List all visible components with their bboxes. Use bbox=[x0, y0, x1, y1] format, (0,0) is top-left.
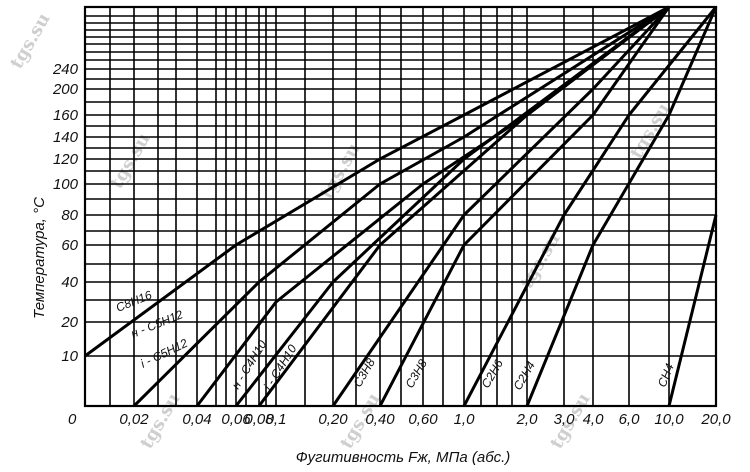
series-line bbox=[331, 5, 671, 407]
y-tick-label: 120 bbox=[53, 151, 79, 168]
x-axis-title: Фугитивность Fж, МПа (абс.) bbox=[296, 449, 511, 466]
y-tick-label: 140 bbox=[53, 129, 79, 146]
x-tick-label: 0,04 bbox=[182, 411, 211, 428]
y-tick-label: 10 bbox=[61, 348, 78, 365]
x-tick-label: 0,60 bbox=[408, 411, 438, 428]
x-tick-label: 0,40 bbox=[365, 411, 395, 428]
x-tick-label: 0 bbox=[68, 411, 77, 428]
series-line bbox=[84, 5, 670, 358]
x-tick-label: 0,06 bbox=[221, 411, 251, 428]
watermark: tgs.su bbox=[106, 130, 154, 193]
series-line bbox=[132, 5, 670, 408]
y-tick-labels: 10 20 40 60 80 100 120 140 160 200 240 bbox=[52, 61, 79, 365]
x-tick-label: 10,0 bbox=[654, 411, 684, 428]
x-tick-label: 0,02 bbox=[119, 411, 149, 428]
y-tick-label: 60 bbox=[61, 237, 78, 254]
x-tick-label: 0,20 bbox=[318, 411, 348, 428]
y-tick-label: 240 bbox=[52, 61, 79, 78]
y-axis-title: Температура, °C bbox=[31, 197, 48, 319]
series-lines bbox=[84, 5, 718, 408]
x-tick-label: 6,0 bbox=[619, 411, 641, 428]
series-line bbox=[462, 6, 718, 407]
y-tick-label: 100 bbox=[53, 176, 79, 193]
x-tick-labels: 0 0,02 0,04 0,060,080,1 0,20 0,40 0,60 1,0 2,0 3,… bbox=[68, 411, 731, 428]
series-label: i - C5H12 bbox=[138, 336, 190, 371]
series-line bbox=[667, 214, 718, 407]
series-line bbox=[525, 6, 718, 407]
plot-frame bbox=[83, 5, 718, 408]
x-tick-label: 3,0 bbox=[554, 411, 576, 428]
series-label: C3H8 bbox=[402, 357, 430, 391]
x-tick-label: 20,0 bbox=[700, 411, 731, 428]
y-tick-label: 20 bbox=[60, 314, 78, 331]
watermark: tgs.su bbox=[6, 10, 54, 73]
series-line bbox=[234, 5, 670, 407]
x-tick-label: 1,0 bbox=[454, 411, 476, 428]
y-tick-label: 160 bbox=[53, 107, 79, 124]
y-tick-label: 40 bbox=[61, 274, 78, 291]
series-line bbox=[378, 6, 671, 407]
x-tick-label: 0,08 bbox=[244, 411, 274, 428]
x-tick-label: 0,1 bbox=[266, 411, 287, 428]
y-tick-label: 80 bbox=[61, 207, 78, 224]
y-tick-label: 200 bbox=[52, 81, 79, 98]
grid bbox=[83, 5, 718, 408]
x-tick-label: 2,0 bbox=[516, 411, 539, 428]
x-tick-label: 4,0 bbox=[583, 411, 605, 428]
series-line bbox=[257, 5, 670, 407]
